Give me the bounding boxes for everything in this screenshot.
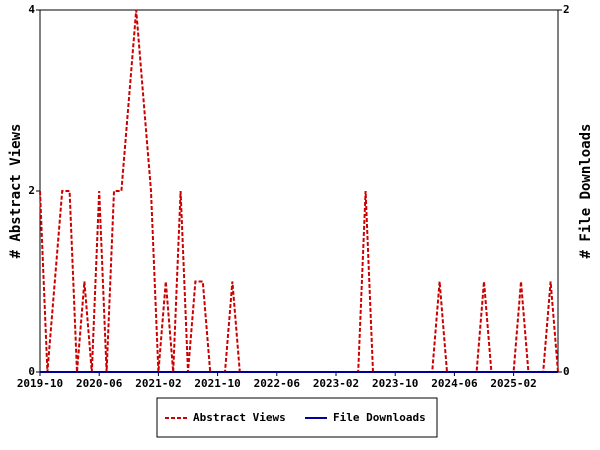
x-tick-label: 2021-02 xyxy=(135,377,181,390)
series-line xyxy=(39,9,559,373)
y2-tick-label: 0 xyxy=(563,365,570,378)
x-tick-label: 2022-06 xyxy=(254,377,301,390)
legend-label: Abstract Views xyxy=(193,411,286,424)
legend-box xyxy=(156,397,438,438)
x-tick-label: 2021-10 xyxy=(194,377,240,390)
x-tick-label: 2025-02 xyxy=(490,377,536,390)
x-tick-label: 2020-06 xyxy=(76,377,123,390)
y2-axis-label: # File Downloads xyxy=(578,124,594,259)
x-tick-label: 2023-02 xyxy=(313,377,359,390)
y-axis-label: # Abstract Views xyxy=(8,124,24,259)
x-tick-label: 2019-10 xyxy=(17,377,63,390)
x-tick-label: 2024-06 xyxy=(431,377,478,390)
y-tick-label: 4 xyxy=(28,3,35,16)
legend-label: File Downloads xyxy=(333,411,426,424)
x-tick-label: 2023-10 xyxy=(372,377,418,390)
y2-tick-label: 2 xyxy=(563,3,570,16)
y-tick-label: 2 xyxy=(28,184,35,197)
y-tick-label: 0 xyxy=(28,365,35,378)
